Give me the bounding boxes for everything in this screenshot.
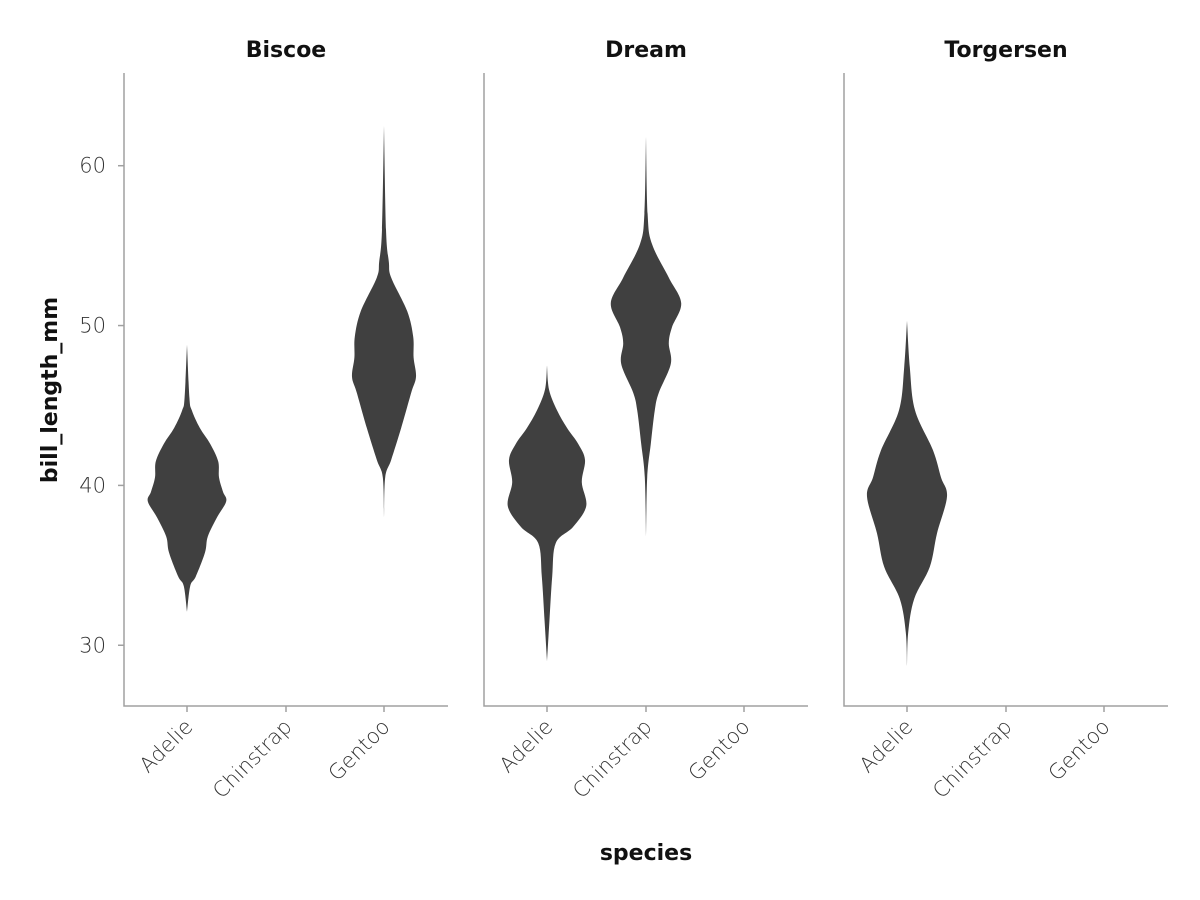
x-tick-label: Gentoo [684,715,755,786]
facet-dream: Dream Adelie Chinstrap Gentoo [483,38,808,803]
x-tick-label: Gentoo [324,715,395,786]
axis-lines [483,73,808,707]
x-tick-label: Adelie [495,715,558,778]
facet-title: Dream [605,38,687,63]
y-tick-label: 40 [79,473,106,497]
facet-title: Torgersen [944,38,1067,63]
facet-title: Biscoe [246,38,326,63]
y-tick-label: 50 [79,314,106,338]
axis-lines [843,73,1168,707]
violin-gentoo [351,125,417,518]
x-tick-label: Chinstrap [928,715,1016,803]
x-tick-label: Gentoo [1044,715,1115,786]
violin-adelie [507,365,587,662]
x-tick-label: Chinstrap [568,715,656,803]
y-axis-title: bill_length_mm [38,297,63,483]
x-tick-label: Adelie [855,715,918,778]
violin-adelie [866,320,948,667]
x-tick-label: Chinstrap [208,715,296,803]
x-tick-label: Adelie [135,715,198,778]
facet-biscoe: Biscoe 30 40 50 60 Adelie Chinstrap Gentoo [79,38,448,803]
y-tick-label: 30 [79,633,106,657]
violin-adelie [147,344,227,612]
violin-chinstrap [610,136,682,537]
x-axis-title: species [600,841,692,866]
facet-torgersen: Torgersen Adelie Chinstrap Gentoo [843,38,1168,803]
axis-lines [123,73,448,707]
y-tick-label: 60 [79,154,106,178]
